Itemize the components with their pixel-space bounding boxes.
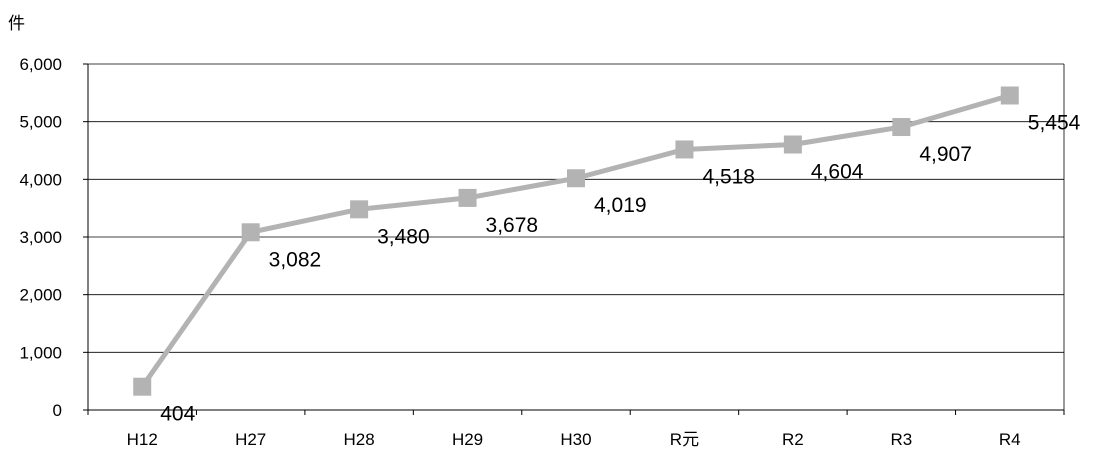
data-point-marker [133, 377, 152, 396]
x-tick-labels: H12 H27 H28 H29 H30 R元 R2 R3 R4 [127, 430, 1021, 449]
data-label: 4,604 [811, 161, 864, 184]
x-tick-label: R4 [999, 430, 1021, 449]
gridlines [88, 63, 1064, 353]
data-point-marker [567, 169, 585, 188]
data-label: 5,454 [1028, 111, 1081, 134]
data-point-marker [1000, 86, 1019, 105]
y-tick-labels: 0 1,000 2,000 3,000 4,000 5,000 6,000 [19, 55, 62, 420]
markers [133, 86, 1019, 396]
data-label: 3,678 [486, 214, 539, 237]
series [140, 93, 1011, 389]
x-tick-label: R元 [670, 430, 699, 449]
data-point-marker [241, 223, 260, 242]
y-unit-label: 件 [8, 14, 25, 33]
y-tick-label: 5,000 [19, 113, 62, 132]
y-tick-label: 1,000 [19, 343, 62, 362]
series-line [140, 93, 1011, 389]
data-point-marker [783, 135, 802, 154]
y-tick-label: 2,000 [19, 286, 62, 305]
x-tick-label: H28 [344, 430, 375, 449]
y-tick-label: 4,000 [19, 170, 62, 189]
data-label: 404 [160, 403, 195, 426]
data-label: 3,082 [269, 248, 322, 271]
data-point-marker [458, 188, 477, 207]
data-label: 4,907 [919, 143, 972, 166]
x-tick-label: R2 [782, 430, 804, 449]
y-tick-label: 3,000 [19, 228, 62, 247]
axes [83, 63, 1065, 415]
x-tick-label: H29 [452, 430, 483, 449]
x-tick-label: H12 [127, 430, 158, 449]
x-tick-label: R3 [890, 430, 912, 449]
y-tick-label: 6,000 [19, 55, 62, 74]
data-label: 3,480 [377, 225, 430, 248]
data-point-marker [892, 118, 911, 137]
data-labels: 404 3,082 3,480 3,678 4,019 4,518 4,604 4,907 5,… [160, 111, 1080, 425]
x-tick-label: H30 [560, 430, 591, 449]
data-label: 4,518 [702, 165, 755, 188]
y-tick-label: 0 [53, 401, 62, 420]
data-point-marker [350, 200, 369, 219]
data-point-marker [675, 140, 694, 159]
x-tick-label: H27 [235, 430, 266, 449]
data-label: 4,019 [594, 194, 647, 217]
